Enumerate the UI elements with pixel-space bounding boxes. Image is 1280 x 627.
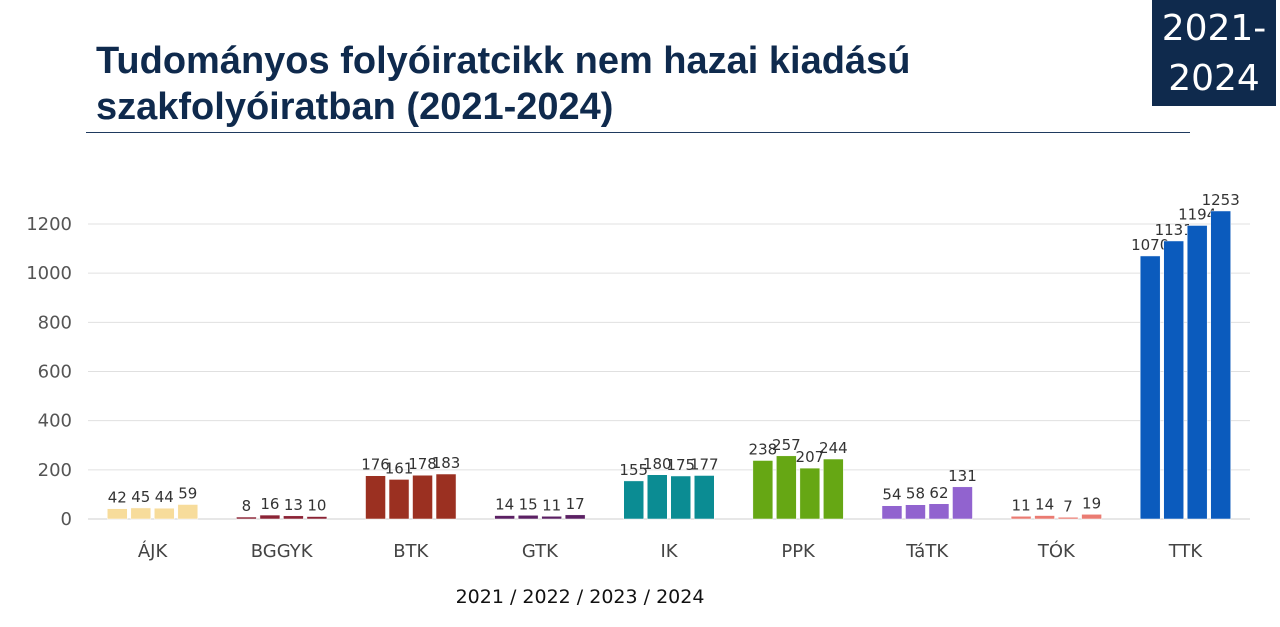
bar [823,458,844,520]
bar [517,515,539,520]
data-label: 58 [906,485,925,503]
data-label: 13 [284,496,303,514]
bar [1163,240,1184,520]
data-label: 1253 [1202,191,1240,209]
data-label: 16 [260,495,279,513]
bar [107,508,128,520]
page-title: Tudományos folyóiratcikk nem hazai kiadá… [96,38,1096,130]
data-label: 7 [1063,497,1073,515]
data-label: 44 [155,488,174,506]
data-label: 178 [408,455,437,473]
y-tick-label: 200 [38,460,72,481]
y-tick-label: 600 [38,362,72,383]
category-label: IK [660,541,678,562]
data-label: 161 [385,459,414,477]
bar [1081,514,1102,520]
bar [776,455,797,520]
bar [623,480,644,520]
data-label: 244 [819,439,848,457]
bar [670,475,691,520]
data-label: 177 [690,455,719,473]
bar [283,515,304,520]
category-label: PPK [781,541,816,562]
data-label: 14 [1035,496,1054,514]
data-label: 45 [131,488,150,506]
data-label: 1194 [1178,205,1216,223]
year-badge: 2021- 2024 [1152,0,1276,106]
y-tick-label: 0 [61,509,72,530]
data-label: 8 [242,497,252,515]
bar [177,504,199,520]
bar [1139,255,1161,520]
bar [236,516,257,520]
data-label: 1070 [1131,236,1169,254]
category-label: BTK [393,541,429,562]
title-line-1: Tudományos folyóiratcikk nem hazai kiadá… [96,40,911,82]
title-divider [86,132,1190,133]
data-label: 42 [108,489,127,507]
bar [259,514,281,520]
data-label: 62 [929,484,948,502]
category-label: TáTK [905,541,949,562]
year-badge-line-2: 2024 [1168,58,1260,99]
data-label: 11 [1012,496,1031,514]
bar [905,504,926,520]
bar [154,507,175,520]
data-label: 54 [882,486,901,504]
bar [952,486,973,520]
bar [928,503,950,520]
y-tick-label: 800 [38,312,72,333]
bar [412,474,433,520]
bar [1057,517,1079,520]
y-tick-label: 400 [38,411,72,432]
bar [435,473,457,520]
data-label: 131 [948,467,977,485]
bar [799,467,821,520]
data-label: 59 [178,484,197,502]
data-label: 238 [749,440,778,458]
bar [647,474,668,520]
data-label: 11 [542,496,561,514]
data-label: 17 [566,495,585,513]
data-label: 15 [519,495,538,513]
category-label: TÓK [1037,540,1076,562]
bar [1010,516,1032,520]
bar [564,514,586,520]
data-label: 155 [619,461,648,479]
data-label: 176 [361,456,390,474]
data-label: 183 [432,454,461,472]
data-label: 14 [495,496,514,514]
bar [1186,225,1208,520]
bar [1210,210,1231,520]
category-label: ÁJK [138,540,169,562]
data-label: 1131 [1155,221,1193,239]
bar [365,475,386,520]
data-label: 180 [643,455,672,473]
data-label: 19 [1082,494,1101,512]
bar [1034,515,1055,520]
bar [881,505,903,520]
y-tick-label: 1200 [26,214,72,235]
bar [388,479,410,520]
bar [130,507,152,520]
category-label: GTK [522,541,559,562]
bar [306,516,328,520]
category-label: BGGYK [251,541,314,562]
data-label: 10 [307,497,326,515]
bar [694,475,715,520]
title-line-2: szakfolyóiratban (2021-2024) [96,86,614,128]
data-label: 175 [666,456,695,474]
year-badge-line-1: 2021- [1161,8,1267,49]
bar [494,515,515,520]
category-label: TTK [1168,541,1204,562]
x-axis-label: 2021 / 2022 / 2023 / 2024 [455,586,705,608]
data-label: 207 [796,448,825,466]
y-tick-label: 1000 [26,263,72,284]
bar [752,460,774,520]
bar [541,516,562,520]
data-label: 257 [772,436,801,454]
